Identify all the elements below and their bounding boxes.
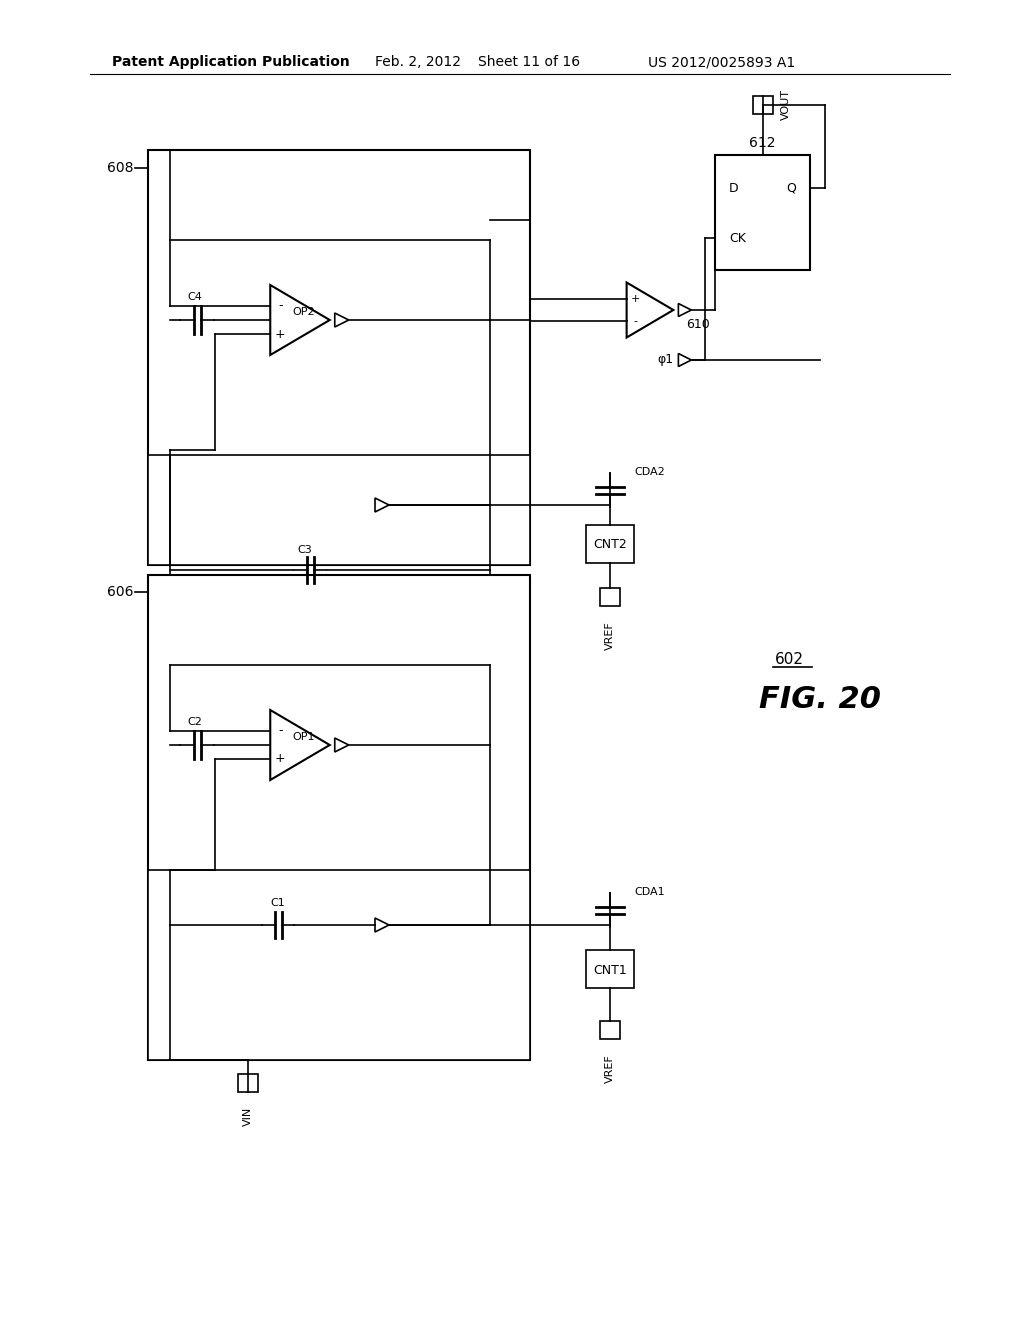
Bar bbox=[586, 950, 634, 987]
Text: +: + bbox=[274, 327, 286, 341]
Text: CNT1: CNT1 bbox=[593, 964, 627, 977]
Bar bbox=[586, 525, 634, 564]
Polygon shape bbox=[627, 282, 674, 338]
Bar bbox=[600, 587, 620, 606]
Text: OP2: OP2 bbox=[293, 308, 315, 317]
Text: D: D bbox=[729, 181, 738, 194]
Text: C2: C2 bbox=[187, 717, 203, 727]
Text: C4: C4 bbox=[187, 292, 203, 302]
Text: CK: CK bbox=[729, 231, 745, 244]
Text: US 2012/0025893 A1: US 2012/0025893 A1 bbox=[648, 55, 796, 69]
Text: Patent Application Publication: Patent Application Publication bbox=[112, 55, 350, 69]
Text: +: + bbox=[274, 752, 286, 766]
Text: C3: C3 bbox=[298, 545, 312, 554]
Text: C1: C1 bbox=[270, 898, 286, 908]
Bar bbox=[148, 150, 530, 565]
Text: +: + bbox=[631, 294, 640, 304]
Bar bbox=[148, 576, 530, 1060]
Text: -: - bbox=[634, 315, 638, 326]
Text: VIN: VIN bbox=[243, 1107, 253, 1126]
Bar bbox=[715, 154, 810, 271]
Text: CDA1: CDA1 bbox=[634, 887, 665, 898]
Polygon shape bbox=[678, 354, 691, 367]
Text: 612: 612 bbox=[750, 136, 776, 150]
Polygon shape bbox=[375, 917, 389, 932]
Text: φ1: φ1 bbox=[657, 354, 673, 367]
Text: CDA2: CDA2 bbox=[634, 467, 665, 477]
Text: 602: 602 bbox=[775, 652, 804, 668]
Text: -: - bbox=[278, 725, 283, 738]
Text: CNT2: CNT2 bbox=[593, 539, 627, 552]
Bar bbox=[753, 96, 772, 114]
Text: VOUT: VOUT bbox=[780, 90, 791, 120]
Bar bbox=[148, 870, 530, 1060]
Text: Feb. 2, 2012: Feb. 2, 2012 bbox=[375, 55, 461, 69]
Polygon shape bbox=[270, 285, 330, 355]
Text: 608: 608 bbox=[108, 161, 134, 176]
Polygon shape bbox=[375, 498, 389, 512]
Polygon shape bbox=[335, 738, 349, 752]
Text: 606: 606 bbox=[108, 585, 134, 599]
Polygon shape bbox=[678, 304, 691, 317]
Text: VREF: VREF bbox=[605, 620, 615, 649]
Bar bbox=[148, 455, 530, 565]
Bar bbox=[238, 1074, 258, 1092]
Text: VREF: VREF bbox=[605, 1053, 615, 1082]
Polygon shape bbox=[270, 710, 330, 780]
Polygon shape bbox=[335, 313, 349, 327]
Text: Q: Q bbox=[786, 181, 796, 194]
Text: FIG. 20: FIG. 20 bbox=[759, 685, 881, 714]
Text: OP1: OP1 bbox=[293, 733, 315, 742]
Text: 610: 610 bbox=[686, 318, 710, 331]
Text: -: - bbox=[278, 300, 283, 313]
Text: Sheet 11 of 16: Sheet 11 of 16 bbox=[478, 55, 581, 69]
Bar bbox=[600, 1020, 620, 1039]
